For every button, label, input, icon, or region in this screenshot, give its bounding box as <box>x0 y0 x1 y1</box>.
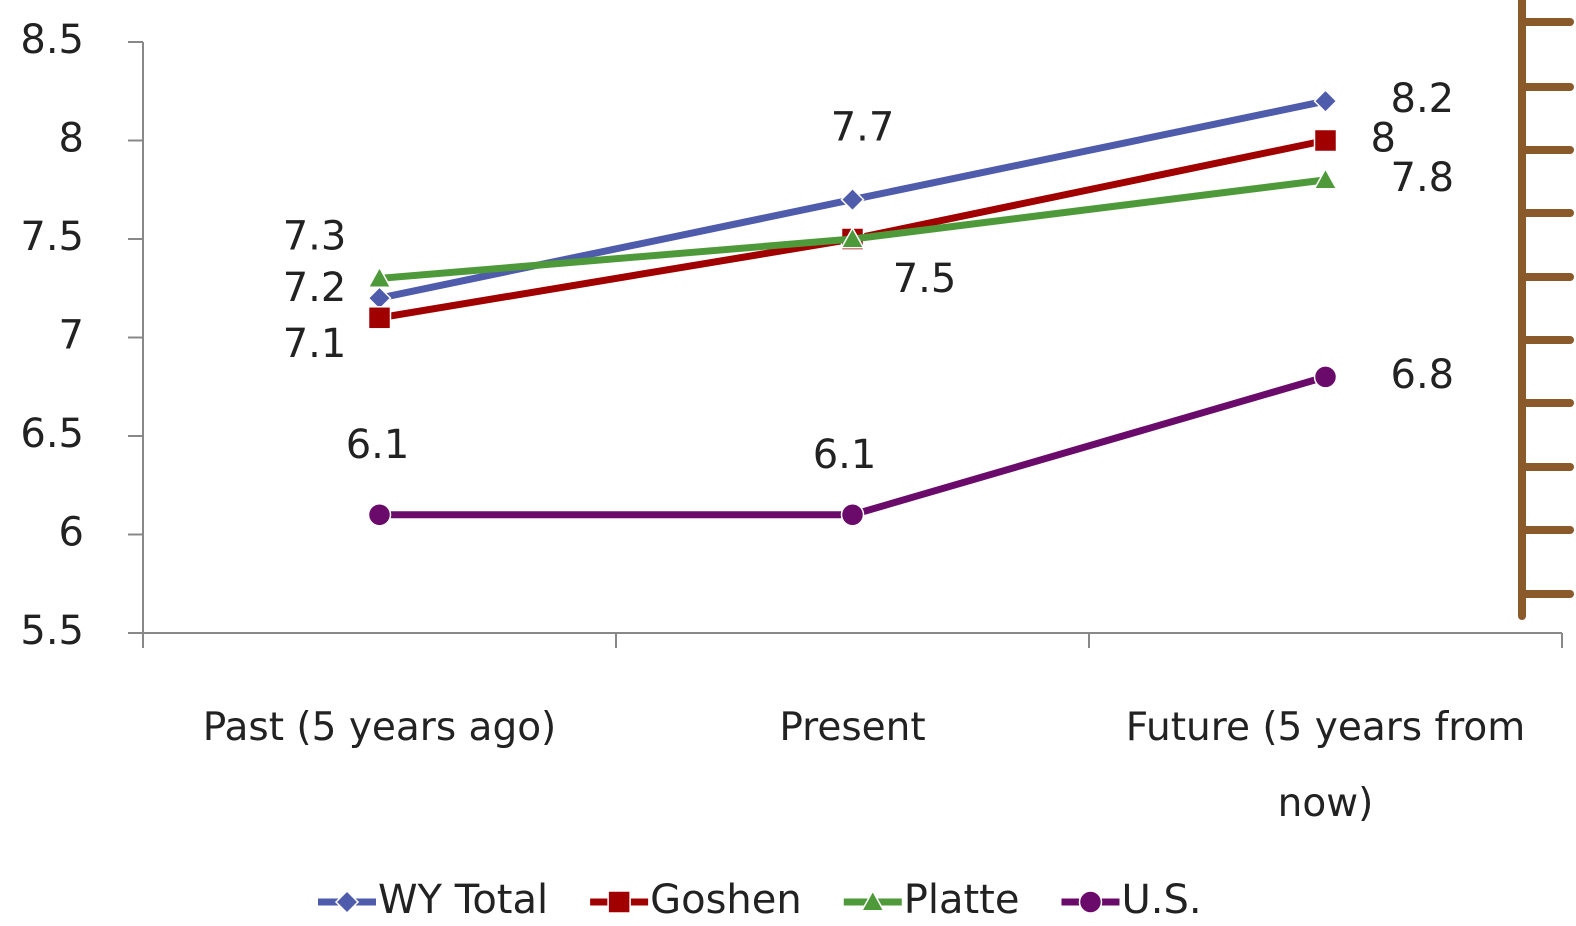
legend-label: Goshen <box>650 877 802 923</box>
marker <box>860 889 886 912</box>
y-tick-label: 8.5 <box>20 17 84 63</box>
marker <box>607 890 631 914</box>
marker <box>367 306 392 330</box>
marker <box>334 889 360 915</box>
marker <box>840 187 865 212</box>
data-label: 6.1 <box>813 432 877 478</box>
data-label: 7.3 <box>283 213 347 259</box>
data-label: 7.5 <box>893 256 957 302</box>
legend-label: Platte <box>904 877 1020 923</box>
marker <box>1313 89 1338 114</box>
marker <box>840 503 865 527</box>
marker <box>1313 128 1338 153</box>
marker <box>840 226 865 249</box>
data-label: 7.7 <box>831 105 895 151</box>
data-label: 6.1 <box>346 422 410 468</box>
data-label: 7.2 <box>283 265 347 311</box>
marker <box>367 503 392 527</box>
legend-item: Platte <box>843 877 1020 923</box>
marker <box>1313 365 1338 389</box>
ladder-decoration <box>1518 0 1574 620</box>
x-tick-label: Past (5 years ago) <box>202 705 557 750</box>
y-tick-label: 7 <box>59 313 84 359</box>
data-label: 7.1 <box>283 321 347 367</box>
marker <box>1313 167 1338 190</box>
x-tick-label: Future (5 years from now) <box>1125 705 1526 826</box>
data-label: 6.8 <box>1391 352 1455 398</box>
y-tick-label: 5.5 <box>20 608 84 654</box>
legend-label: WY Total <box>378 877 548 923</box>
legend-item: WY Total <box>318 877 548 923</box>
legend-item: U.S. <box>1061 877 1202 923</box>
y-tick-label: 6.5 <box>20 411 84 457</box>
y-tick-label: 8 <box>59 116 84 162</box>
legend-item: Goshen <box>590 877 802 923</box>
marker <box>367 286 392 311</box>
data-label: 7.8 <box>1391 155 1455 201</box>
data-label: 8 <box>1371 116 1396 162</box>
y-tick-label: 7.5 <box>20 214 84 260</box>
x-tick-label: Present <box>779 705 926 750</box>
y-tick-label: 6 <box>59 510 84 556</box>
data-label: 8.2 <box>1391 76 1455 122</box>
marker <box>367 265 392 288</box>
legend-label: U.S. <box>1121 877 1201 923</box>
marker <box>1078 890 1103 914</box>
